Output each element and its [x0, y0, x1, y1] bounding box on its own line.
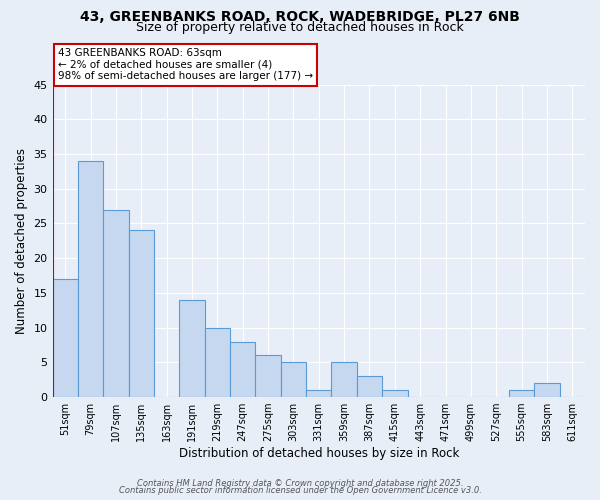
Bar — [179, 300, 205, 397]
Bar — [281, 362, 306, 397]
Bar — [509, 390, 534, 397]
Bar — [331, 362, 357, 397]
Bar — [205, 328, 230, 397]
Text: Contains HM Land Registry data © Crown copyright and database right 2025.: Contains HM Land Registry data © Crown c… — [137, 478, 463, 488]
Text: Contains public sector information licensed under the Open Government Licence v3: Contains public sector information licen… — [119, 486, 481, 495]
Bar — [128, 230, 154, 397]
Y-axis label: Number of detached properties: Number of detached properties — [15, 148, 28, 334]
Bar — [230, 342, 256, 397]
Bar — [382, 390, 407, 397]
Bar — [256, 356, 281, 397]
X-axis label: Distribution of detached houses by size in Rock: Distribution of detached houses by size … — [179, 447, 459, 460]
Text: Size of property relative to detached houses in Rock: Size of property relative to detached ho… — [136, 21, 464, 34]
Bar — [78, 161, 103, 397]
Bar — [534, 383, 560, 397]
Text: 43 GREENBANKS ROAD: 63sqm
← 2% of detached houses are smaller (4)
98% of semi-de: 43 GREENBANKS ROAD: 63sqm ← 2% of detach… — [58, 48, 313, 82]
Bar — [306, 390, 331, 397]
Text: 43, GREENBANKS ROAD, ROCK, WADEBRIDGE, PL27 6NB: 43, GREENBANKS ROAD, ROCK, WADEBRIDGE, P… — [80, 10, 520, 24]
Bar — [53, 279, 78, 397]
Bar — [357, 376, 382, 397]
Bar — [103, 210, 128, 397]
